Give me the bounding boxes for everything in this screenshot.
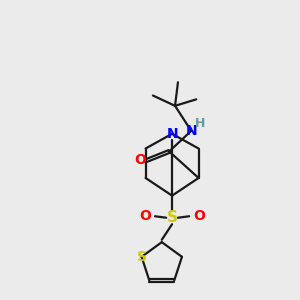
Text: O: O [135,153,146,167]
Text: O: O [194,209,206,223]
Text: H: H [195,117,205,130]
Text: O: O [139,209,151,223]
Text: S: S [167,210,178,225]
Text: N: N [166,127,178,141]
Text: S: S [136,250,147,264]
Text: N: N [185,124,197,138]
